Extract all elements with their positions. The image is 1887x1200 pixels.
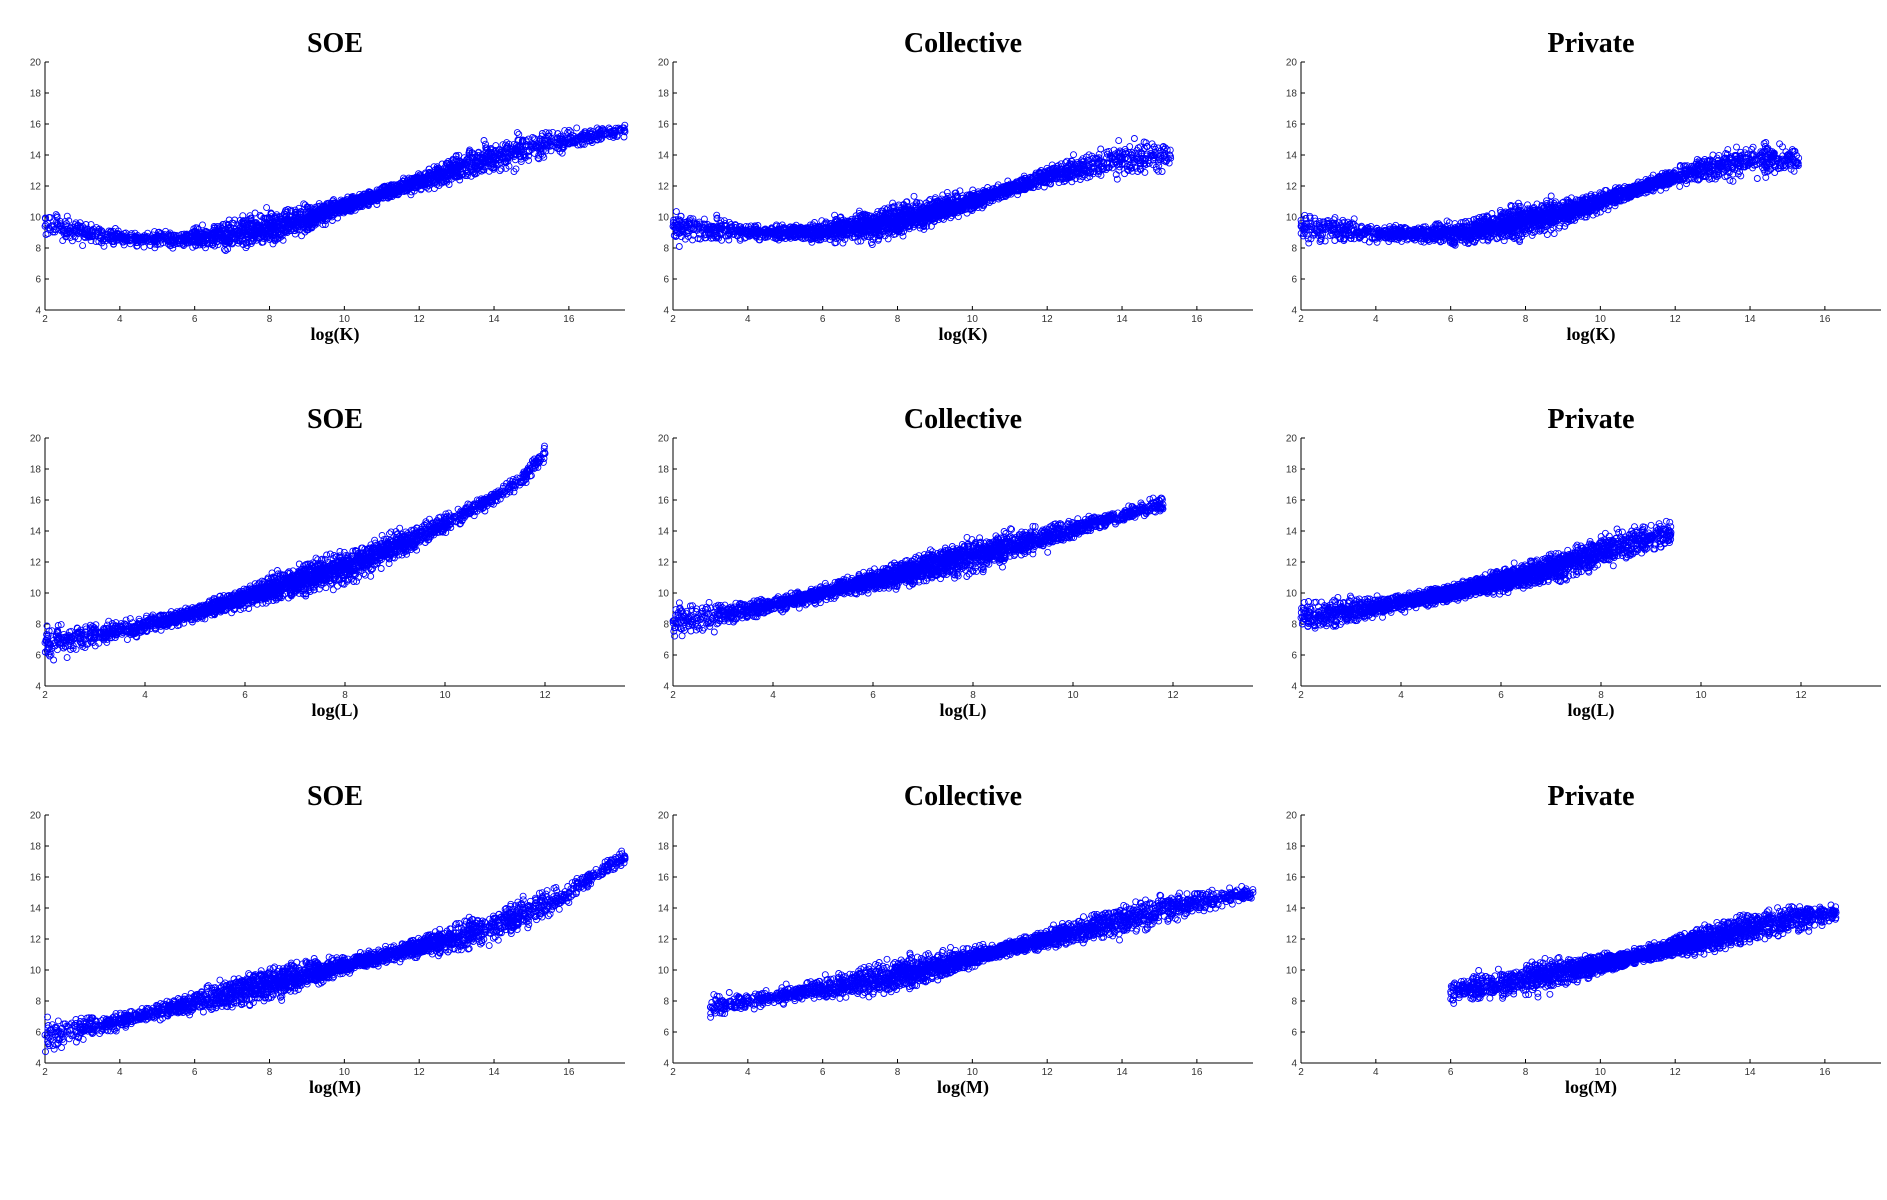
data-point xyxy=(497,168,503,174)
x-tick-label: 6 xyxy=(192,314,198,325)
data-point xyxy=(1127,144,1133,150)
y-tick-label: 4 xyxy=(663,306,669,317)
data-point xyxy=(911,193,917,199)
x-tick-label: 4 xyxy=(117,314,123,325)
data-point xyxy=(1098,146,1104,152)
y-tick-label: 8 xyxy=(663,244,669,255)
y-tick-label: 8 xyxy=(35,244,41,255)
y-tick-label: 6 xyxy=(35,275,41,286)
y-tick-label: 16 xyxy=(658,120,670,131)
x-tick-label: 12 xyxy=(414,314,426,325)
data-point xyxy=(514,130,520,136)
x-axis-label: log(K) xyxy=(939,324,988,345)
x-tick-label: 6 xyxy=(820,314,826,325)
data-point xyxy=(1071,152,1077,158)
data-point xyxy=(673,209,679,215)
data-point xyxy=(676,244,682,250)
y-tick-label: 12 xyxy=(658,182,670,193)
y-tick-label: 10 xyxy=(30,213,42,224)
x-tick-label: 8 xyxy=(895,314,901,325)
x-tick-label: 16 xyxy=(563,314,575,325)
y-tick-label: 4 xyxy=(35,306,41,317)
data-point xyxy=(574,125,580,131)
x-tick-label: 8 xyxy=(267,314,273,325)
y-tick-label: 14 xyxy=(658,151,670,162)
data-point xyxy=(1131,136,1137,142)
scatter-points xyxy=(42,122,628,253)
x-tick-label: 14 xyxy=(1116,314,1128,325)
y-tick-label: 18 xyxy=(30,89,42,100)
x-tick-label: 16 xyxy=(1191,314,1203,325)
x-axis-label: log(K) xyxy=(311,324,360,345)
x-tick-label: 12 xyxy=(1042,314,1054,325)
data-point xyxy=(540,152,546,158)
scatter-points xyxy=(670,136,1174,250)
y-tick-label: 16 xyxy=(30,120,42,131)
data-point xyxy=(80,243,86,249)
data-point xyxy=(940,192,946,198)
chart-title: SOE xyxy=(307,28,363,59)
y-tick-label: 20 xyxy=(30,58,42,69)
y-tick-label: 12 xyxy=(30,182,42,193)
chart-title: Collective xyxy=(904,28,1022,59)
data-point xyxy=(481,138,487,144)
data-point xyxy=(516,131,522,137)
x-tick-label: 2 xyxy=(42,314,48,325)
y-tick-label: 10 xyxy=(658,213,670,224)
x-tick-label: 4 xyxy=(745,314,751,325)
data-point xyxy=(1116,138,1122,144)
data-point xyxy=(944,189,950,195)
y-tick-label: 6 xyxy=(663,275,669,286)
data-point xyxy=(299,233,305,239)
y-tick-label: 14 xyxy=(30,151,42,162)
x-tick-label: 2 xyxy=(670,314,676,325)
data-point xyxy=(264,205,270,211)
y-tick-label: 18 xyxy=(658,89,670,100)
y-tick-label: 20 xyxy=(658,58,670,69)
x-tick-label: 14 xyxy=(488,314,500,325)
